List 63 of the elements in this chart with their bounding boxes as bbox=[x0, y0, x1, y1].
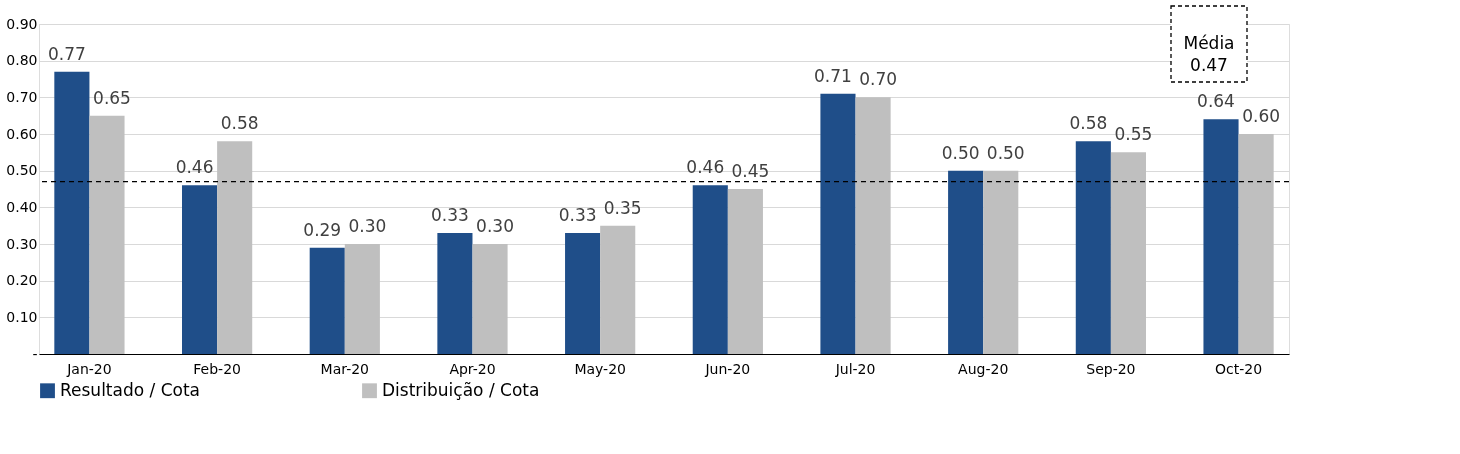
y-tick-label: 0.50 bbox=[6, 162, 38, 179]
data-label: 0.33 bbox=[430, 205, 469, 225]
bar bbox=[565, 233, 601, 354]
y-tick-label: 0.40 bbox=[6, 198, 38, 215]
bar bbox=[983, 170, 1019, 354]
data-label: 0.70 bbox=[859, 69, 898, 90]
legend-label: Distribuição / Cota bbox=[382, 379, 540, 400]
x-tick-label: Mar-20 bbox=[320, 360, 369, 377]
bar bbox=[820, 93, 856, 354]
x-tick-label: Aug-20 bbox=[958, 360, 1009, 377]
y-tick-label: 0.30 bbox=[6, 235, 38, 252]
bar bbox=[182, 185, 218, 354]
data-label: 0.35 bbox=[603, 197, 642, 218]
bar bbox=[1203, 119, 1239, 354]
data-label: 0.60 bbox=[1242, 106, 1281, 126]
bar bbox=[54, 71, 90, 354]
bar bbox=[344, 244, 380, 354]
data-label: 0.55 bbox=[1114, 124, 1153, 145]
y-tick-label: 0.10 bbox=[6, 308, 38, 325]
x-tick-label: Jul-20 bbox=[834, 360, 876, 377]
data-label: 0.77 bbox=[47, 43, 86, 64]
data-label: 0.58 bbox=[1069, 113, 1108, 134]
data-label: 0.45 bbox=[731, 161, 770, 181]
data-label: 0.46 bbox=[686, 157, 725, 178]
data-label: 0.65 bbox=[93, 87, 131, 108]
x-tick-label: Feb-20 bbox=[193, 360, 241, 377]
bar bbox=[692, 185, 728, 354]
data-label: 0.64 bbox=[1197, 91, 1235, 112]
data-label: 0.58 bbox=[220, 113, 259, 134]
bar bbox=[855, 97, 891, 354]
annotation: Média 0.47 bbox=[1183, 33, 1235, 75]
bar bbox=[948, 170, 984, 354]
x-tick-label: Jan-20 bbox=[66, 360, 112, 377]
bar bbox=[437, 233, 473, 354]
bar bbox=[1075, 141, 1111, 354]
bar bbox=[1238, 134, 1274, 354]
x-tick-label: Apr-20 bbox=[449, 360, 496, 377]
y-tick-label: - bbox=[32, 345, 38, 362]
bar bbox=[600, 225, 636, 354]
y-tick-label: 0.80 bbox=[6, 52, 38, 69]
data-label: 0.46 bbox=[175, 157, 214, 178]
data-label: 0.71 bbox=[814, 65, 852, 86]
data-label: 0.30 bbox=[476, 216, 514, 236]
data-label: 0.50 bbox=[986, 142, 1025, 163]
bar bbox=[727, 189, 763, 354]
data-label: 0.29 bbox=[303, 219, 342, 240]
bar bbox=[309, 247, 345, 354]
x-tick-label: May-20 bbox=[574, 360, 626, 377]
y-tick-label: 0.60 bbox=[6, 125, 38, 142]
y-tick-label: 0.90 bbox=[6, 15, 38, 32]
data-label: 0.50 bbox=[941, 142, 980, 163]
x-tick-label: Jun-20 bbox=[704, 360, 751, 377]
bar bbox=[472, 244, 508, 354]
bar bbox=[89, 115, 125, 354]
bar bbox=[1110, 152, 1146, 354]
x-tick-label: Oct-20 bbox=[1215, 360, 1263, 377]
data-label: 0.33 bbox=[558, 205, 597, 225]
y-tick-label: 0.20 bbox=[6, 272, 38, 289]
x-tick-label: Sep-20 bbox=[1086, 360, 1136, 377]
data-label: 0.30 bbox=[348, 216, 387, 236]
y-tick-label: 0.70 bbox=[6, 88, 38, 105]
bar bbox=[217, 141, 253, 354]
legend-label: Resultado / Cota bbox=[60, 379, 201, 400]
